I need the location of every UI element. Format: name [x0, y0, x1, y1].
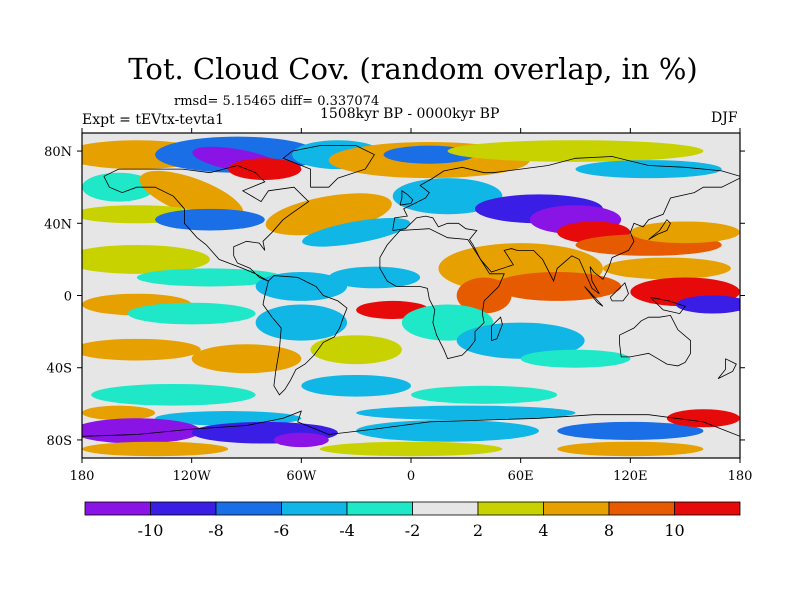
contour-region [91, 383, 256, 406]
coastline [399, 190, 414, 206]
contour-region [310, 335, 402, 365]
colorbar-swatch [674, 501, 741, 516]
colorbar-swatch [346, 501, 413, 516]
contour-region [447, 140, 704, 162]
colorbar-label: 2 [473, 521, 483, 540]
colorbar-swatch [543, 501, 610, 516]
contour-region [191, 344, 302, 374]
contour-region [255, 272, 348, 301]
stats-text: rmsd= 5.15465 diff= 0.337074 [174, 94, 380, 109]
contour-region [676, 295, 740, 314]
coastline [619, 314, 691, 367]
y-tick-label: 0 [64, 290, 72, 305]
contour-region [520, 349, 631, 368]
colorbar-label: -8 [208, 521, 224, 540]
colorbar-swatch [215, 501, 282, 516]
coastline [282, 145, 375, 188]
coastline [717, 358, 737, 379]
contour-region [602, 257, 731, 280]
contour-region [273, 432, 329, 448]
contour-region [411, 385, 558, 404]
contour-region [82, 172, 156, 202]
contour-region [319, 441, 503, 457]
colorbar-label: 10 [664, 521, 684, 540]
x-tick-label: 60E [508, 469, 534, 484]
x-tick-label: 120E [613, 469, 647, 484]
plot-title: Tot. Cloud Cov. (random overlap, in %) [128, 52, 698, 86]
coastline [609, 282, 629, 302]
coastline [648, 219, 671, 240]
contour-region [356, 405, 576, 421]
x-tick-label: 0 [407, 469, 415, 484]
contour-region [456, 277, 512, 314]
contour-region [493, 272, 622, 301]
colorbar-swatch [281, 501, 348, 516]
contour-region [328, 266, 421, 289]
colorbar-swatch [608, 501, 675, 516]
contour-region [82, 405, 156, 421]
contour-region [155, 208, 265, 231]
colorbar-label: -2 [405, 521, 421, 540]
coastline [392, 156, 740, 295]
contour-region [82, 244, 210, 274]
x-tick-label: 120W [173, 469, 212, 484]
contour-region [136, 268, 284, 287]
colorbar-swatch [84, 501, 151, 516]
y-tick-label: 80N [44, 145, 72, 160]
axis-ticks: 180 120W 60W 0 60E 120E 180 80N 40N 0 40S 80S [44, 128, 752, 484]
contour-region [630, 221, 740, 244]
colorbar-swatch [150, 501, 217, 516]
y-tick-label: 40S [47, 362, 72, 377]
contour-region [82, 338, 201, 361]
x-tick-label: 60W [286, 469, 317, 484]
coastline [82, 410, 740, 437]
colorbar-label: -6 [274, 521, 290, 540]
y-tick-label: 40N [44, 217, 72, 232]
contour-region [575, 160, 722, 179]
x-tick-label: 180 [70, 469, 95, 484]
y-tick-label: 80S [47, 434, 72, 449]
contour-region [228, 158, 302, 180]
colorbar-label: -4 [339, 521, 355, 540]
contour-region [666, 409, 740, 428]
coastline [491, 316, 503, 341]
coastlines [82, 145, 740, 437]
contour-region [392, 178, 503, 215]
period-text: 1508kyr BP - 0000kyr BP [320, 106, 500, 122]
contour-region [456, 322, 585, 359]
contour-region [557, 421, 704, 440]
coastline [379, 228, 505, 360]
contour-region [139, 170, 244, 222]
x-tick-label: 180 [728, 469, 753, 484]
coastline [584, 286, 604, 307]
colorbar: -10 -8 -6 -4 -2 2 4 8 10 [84, 501, 741, 540]
colorbar-label: 8 [604, 521, 614, 540]
coastline [103, 165, 310, 282]
colorbar-swatch [412, 501, 479, 516]
contour-region [82, 441, 229, 457]
cloud-cover-field [82, 133, 740, 458]
contour-region [302, 218, 411, 247]
contour-region [82, 418, 201, 444]
colorbar-swatch [477, 501, 544, 516]
colorbar-label: -10 [138, 521, 164, 540]
contour-region [557, 441, 704, 457]
season-label: DJF [711, 110, 738, 126]
contour-region [301, 374, 411, 397]
contour-region [356, 420, 539, 442]
coastline [650, 296, 686, 315]
contour-region [255, 304, 348, 341]
colorbar-label: 4 [538, 521, 548, 540]
experiment-label: Expt = tEVtx-tevta1 [82, 112, 224, 128]
coastline [262, 275, 348, 396]
contour-region [127, 302, 256, 325]
